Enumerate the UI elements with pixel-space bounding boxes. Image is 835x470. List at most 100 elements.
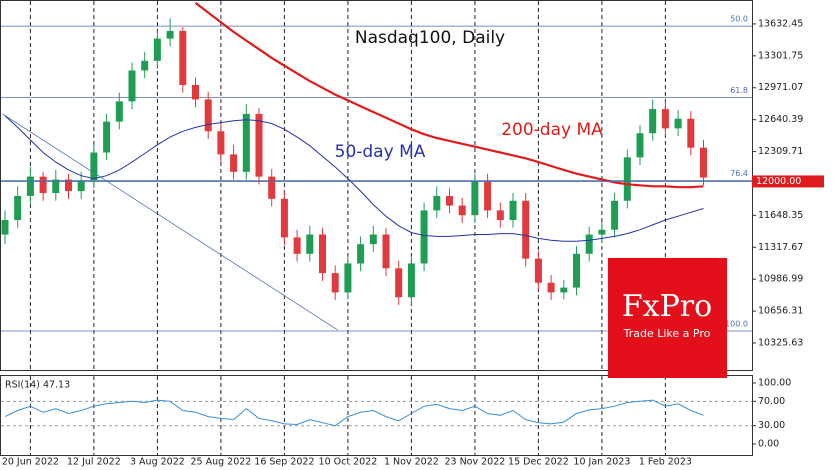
fib-label: 61.8 — [730, 86, 748, 95]
y-tick-label: 10656.31 — [758, 306, 803, 317]
logo-tagline: Trade Like a Pro — [623, 327, 711, 340]
candle-body — [255, 113, 263, 177]
x-tick-label: 20 Jun 2022 — [2, 457, 59, 468]
trendline — [2, 113, 338, 331]
logo: FxPro Trade Like a Pro — [608, 258, 727, 378]
candle-body — [700, 147, 707, 178]
logo-name: FxPro — [622, 289, 712, 324]
candle-body — [52, 179, 60, 194]
x-tick-label: 10 Jan 2023 — [573, 457, 630, 468]
ma-label: 200-day MA — [501, 120, 603, 140]
x-tick-label: 23 Nov 2022 — [444, 457, 505, 468]
candle-body — [623, 157, 631, 201]
x-tick-label: 16 Sep 2022 — [254, 457, 314, 468]
y-tick-label: 12309.71 — [758, 146, 803, 157]
candle-body — [687, 118, 695, 148]
moving-average — [194, 2, 704, 189]
candle-body — [90, 152, 98, 181]
candle-body — [407, 263, 415, 298]
candle-body — [585, 234, 593, 254]
candle-body — [522, 200, 530, 259]
rsi-line — [4, 399, 704, 427]
ma-label: 50-day MA — [335, 142, 426, 162]
y-tick-label: 30.00 — [758, 420, 785, 431]
candle-body — [26, 176, 34, 196]
x-tick-label: 15 Dec 2022 — [508, 457, 569, 468]
candle-body — [103, 121, 111, 153]
candle-body — [204, 99, 212, 132]
candle-body — [331, 273, 339, 293]
y-tick-label: 100.00 — [758, 378, 791, 389]
candle-body — [344, 263, 352, 293]
fib-label: 100.0 — [725, 320, 748, 329]
candle-body — [496, 210, 504, 221]
fib-label: 76.4 — [730, 169, 748, 178]
candle-body — [560, 287, 568, 293]
candle-body — [293, 237, 301, 254]
candle-body — [357, 244, 365, 264]
candle-body — [573, 253, 580, 288]
candle-body — [268, 176, 276, 199]
candle-body — [509, 200, 517, 221]
y-tick-label: 13632.45 — [758, 18, 803, 29]
candle-body — [649, 109, 657, 134]
y-tick-label: 10325.63 — [758, 338, 803, 349]
y-tick-label: 0.00 — [758, 439, 779, 450]
moving-average — [4, 115, 704, 242]
candle-body — [14, 195, 22, 221]
x-tick-label: 1 Nov 2022 — [384, 457, 439, 468]
y-tick-label: 70.00 — [758, 396, 785, 407]
candle-body — [484, 181, 492, 211]
candle-body — [192, 84, 199, 100]
rsi-panel — [0, 375, 753, 456]
candle-body — [395, 268, 403, 298]
candle-body — [1, 220, 9, 235]
candle-body — [369, 234, 377, 245]
level-label: 12000.00 — [756, 176, 801, 187]
candle-body — [661, 109, 669, 129]
y-tick-label: 10986.99 — [758, 274, 803, 285]
x-tick-label: 12 Jul 2022 — [67, 457, 121, 468]
candle-body — [636, 133, 644, 158]
fib-label: 50.0 — [730, 15, 748, 24]
candle-body — [166, 30, 174, 39]
chart-title: Nasdaq100, Daily — [355, 28, 505, 48]
candle-body — [319, 234, 326, 274]
candle-body — [128, 70, 136, 102]
y-tick-label: 12640.39 — [758, 114, 803, 125]
candle-body — [306, 234, 314, 254]
x-tick-label: 10 Oct 2022 — [319, 457, 378, 468]
candle-body — [230, 154, 238, 172]
x-tick-label: 3 Aug 2022 — [130, 457, 185, 468]
candle-body — [420, 210, 428, 264]
candle-body — [382, 234, 390, 269]
candle-body — [77, 180, 85, 192]
logo-box — [608, 258, 727, 378]
level-tag — [752, 175, 824, 188]
candle-body — [598, 229, 606, 235]
y-tick-label: 12971.07 — [758, 82, 803, 93]
candle-body — [141, 60, 149, 71]
candle-body — [65, 179, 72, 192]
candle-body — [611, 200, 619, 230]
candle-body — [547, 282, 555, 293]
candle-body — [433, 195, 441, 211]
rsi-title: RSI(14) 47.13 — [5, 380, 70, 391]
y-tick-label: 11317.67 — [758, 242, 803, 253]
candle-body — [471, 181, 479, 216]
x-tick-label: 25 Aug 2022 — [190, 457, 251, 468]
candle-body — [115, 101, 123, 122]
candle-body — [242, 113, 250, 172]
y-tick-label: 13301.75 — [758, 50, 803, 61]
candle-body — [534, 258, 542, 283]
candle-body — [280, 198, 288, 238]
candle-body — [458, 205, 466, 216]
x-tick-label: 1 Feb 2023 — [639, 457, 692, 468]
y-tick-label: 11648.35 — [758, 210, 803, 221]
candle-body — [674, 118, 682, 129]
candle-body — [217, 131, 225, 155]
candle-body — [179, 30, 187, 85]
candle-body — [153, 38, 161, 61]
candle-body — [446, 195, 453, 206]
